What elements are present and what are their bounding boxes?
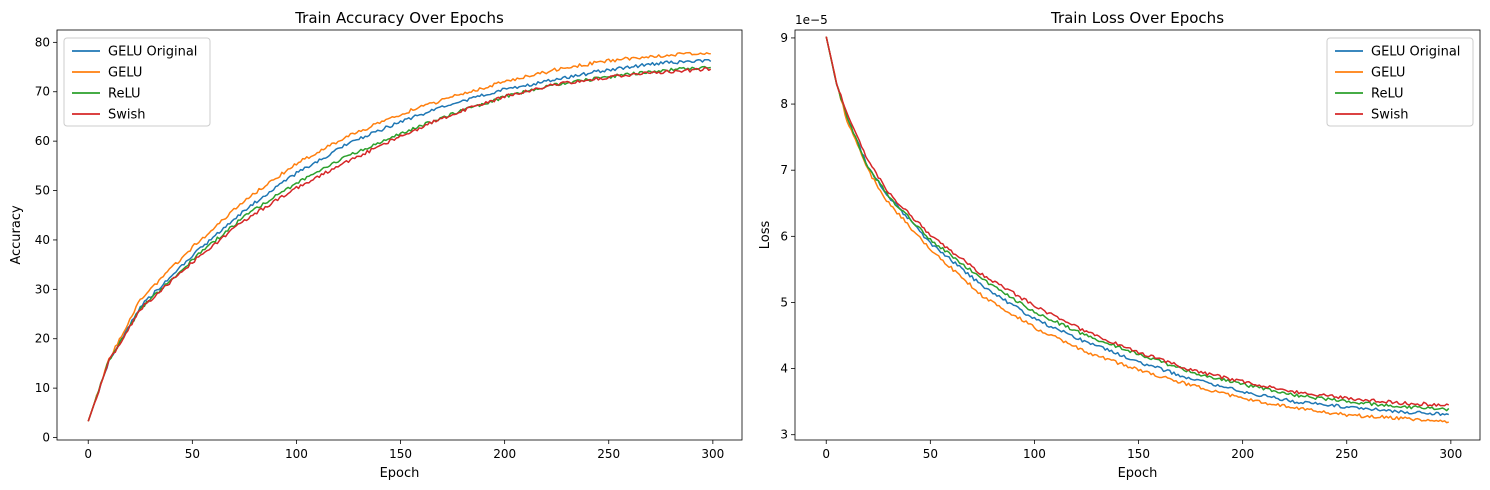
x-tick-label: 50 bbox=[923, 447, 938, 461]
legend-label: Swish bbox=[108, 108, 146, 123]
legend-label: GELU Original bbox=[1371, 45, 1460, 60]
legend: GELU Original GELU ReLU Swish bbox=[63, 37, 211, 127]
y-tick-label: 20 bbox=[35, 332, 50, 346]
y-axis-label: Loss bbox=[758, 221, 773, 250]
y-tick-label: 5 bbox=[780, 295, 788, 309]
legend-label: GELU Original bbox=[108, 45, 197, 60]
axes-frame bbox=[56, 29, 743, 441]
legend-label: Swish bbox=[1371, 108, 1409, 123]
x-tick-label: 100 bbox=[1023, 447, 1046, 461]
x-tick-label: 50 bbox=[185, 447, 200, 461]
series-line-swish bbox=[87, 67, 712, 422]
series-line-gelu-original bbox=[825, 36, 1449, 417]
series-line-gelu bbox=[825, 36, 1449, 424]
y-tick-label: 10 bbox=[35, 381, 50, 395]
x-tick-label: 300 bbox=[701, 447, 724, 461]
legend-label: ReLU bbox=[1371, 87, 1404, 102]
y-tick-label: 0 bbox=[42, 431, 50, 445]
x-tick-label: 100 bbox=[285, 447, 308, 461]
x-tick-label: 200 bbox=[493, 447, 516, 461]
legend-box bbox=[1326, 37, 1474, 127]
series-line-swish bbox=[825, 36, 1450, 407]
x-tick-label: 200 bbox=[1231, 447, 1254, 461]
y-tick-label: 70 bbox=[35, 85, 50, 99]
x-tick-label: 0 bbox=[84, 447, 92, 461]
chart-title: Train Loss Over Epochs bbox=[1050, 9, 1224, 27]
x-tick-label: 250 bbox=[1335, 447, 1358, 461]
legend-label: GELU bbox=[108, 66, 142, 81]
y-tick-label: 40 bbox=[35, 233, 50, 247]
y-tick-label: 50 bbox=[35, 184, 50, 198]
series-line-relu bbox=[825, 36, 1450, 412]
y-tick-label: 9 bbox=[780, 31, 788, 45]
x-axis-label: Epoch bbox=[1118, 466, 1158, 481]
x-tick-label: 300 bbox=[1439, 447, 1462, 461]
y-tick-label: 6 bbox=[780, 229, 788, 243]
x-tick-label: 250 bbox=[597, 447, 620, 461]
legend-label: ReLU bbox=[108, 87, 141, 102]
y-tick-label: 3 bbox=[780, 428, 788, 442]
y-tick-label: 4 bbox=[780, 362, 788, 376]
legend: GELU Original GELU ReLU Swish bbox=[1326, 37, 1474, 127]
y-tick-label: 8 bbox=[780, 97, 788, 111]
x-tick-label: 150 bbox=[1127, 447, 1150, 461]
series-line-relu bbox=[87, 65, 711, 422]
y-offset-label: 1e−5 bbox=[795, 13, 828, 27]
x-tick-label: 0 bbox=[822, 447, 830, 461]
x-tick-label: 150 bbox=[389, 447, 412, 461]
y-tick-label: 7 bbox=[780, 163, 788, 177]
y-axis-label: Accuracy bbox=[9, 205, 24, 265]
y-tick-label: 80 bbox=[35, 35, 50, 49]
axes-frame bbox=[794, 29, 1481, 441]
legend-box bbox=[63, 37, 211, 127]
chart-title: Train Accuracy Over Epochs bbox=[294, 9, 504, 27]
series-line-gelu-original bbox=[87, 58, 712, 422]
x-axis-label: Epoch bbox=[380, 466, 420, 481]
legend-label: GELU bbox=[1371, 66, 1405, 81]
chart-panel-1: 0 50 100 150 200 250 300 0 10 20 30 40 50 60 70 80 Train… bbox=[9, 9, 743, 481]
chart-panel-2: 0 50 100 150 200 250 300 3 4 5 6 7 8 9 Train Loss Over… bbox=[758, 9, 1481, 481]
y-tick-label: 60 bbox=[35, 134, 50, 148]
series-line-gelu bbox=[87, 51, 711, 422]
y-tick-label: 30 bbox=[35, 282, 50, 296]
